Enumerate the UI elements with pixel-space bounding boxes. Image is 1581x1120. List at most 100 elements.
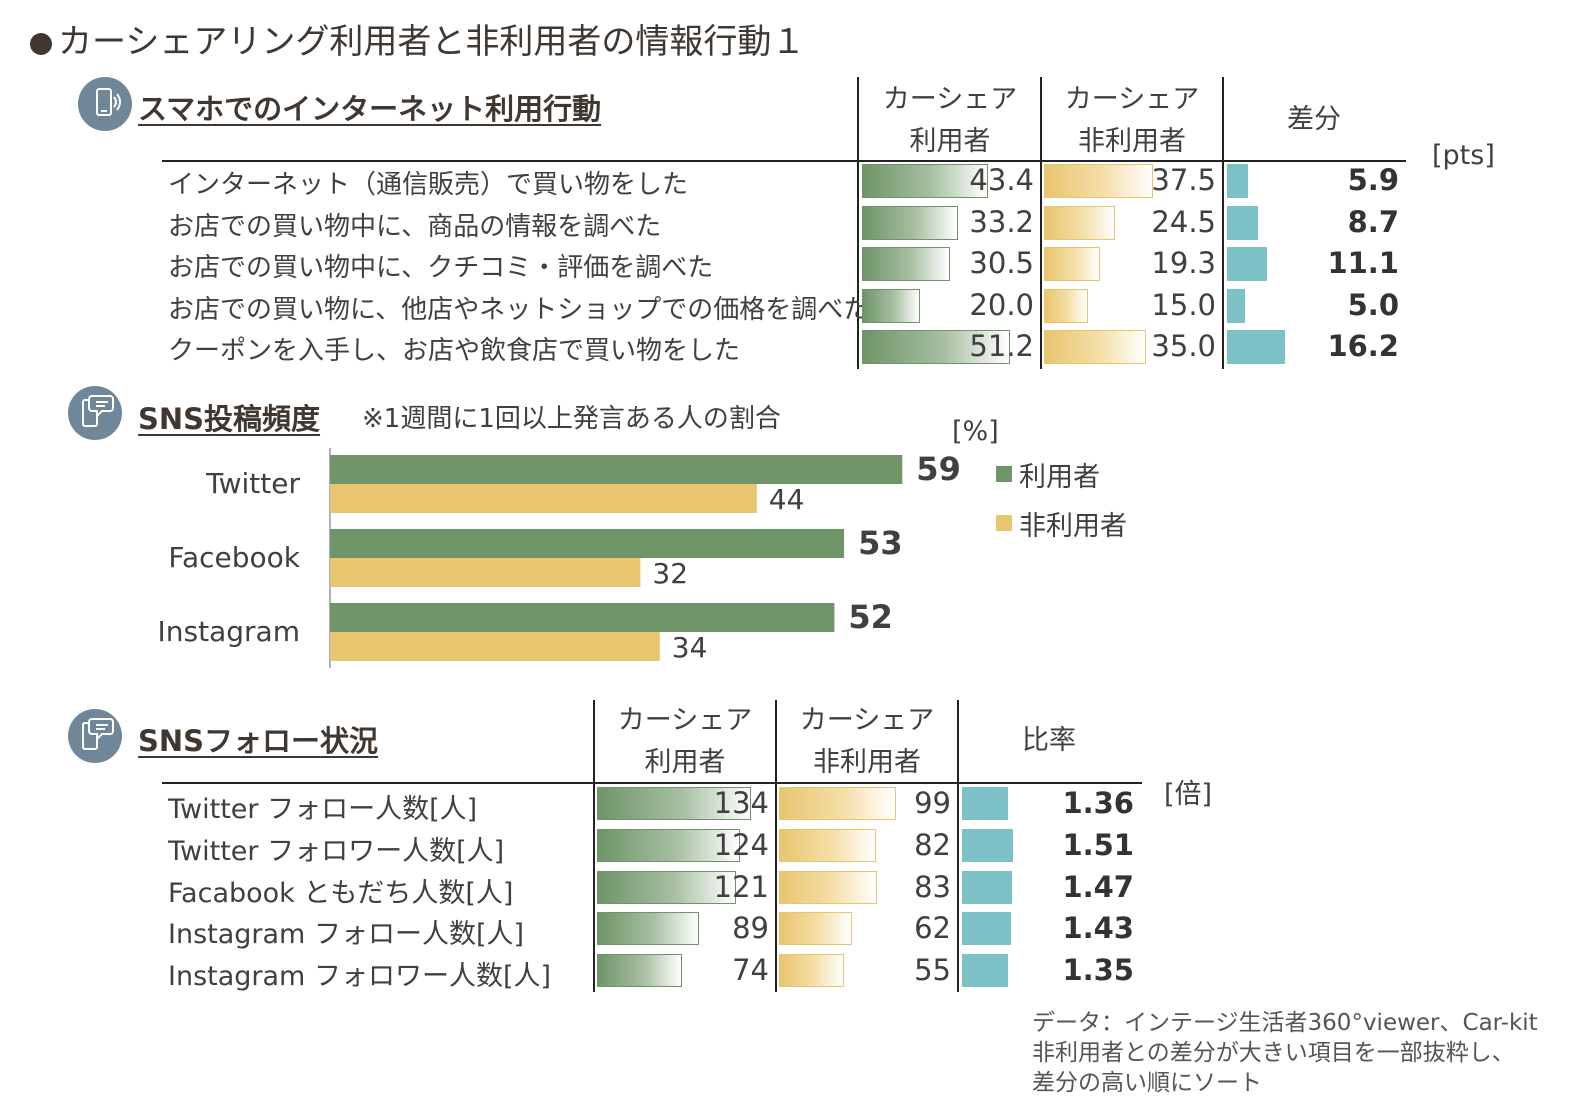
- col-header-user: カーシェア 利用者: [862, 79, 1038, 163]
- nonuser-bar: [1044, 330, 1146, 364]
- table-row-label: お店での買い物に、他店やネットショップでの価格を調べた: [168, 295, 870, 325]
- col-header-line: カーシェア: [617, 705, 753, 736]
- nonuser-bar: [1044, 247, 1100, 281]
- nonuser-bar: [330, 632, 660, 661]
- user-value: 20.0: [969, 288, 1034, 322]
- table-row-label: Twitter フォロワー人数[人]: [168, 836, 505, 867]
- nonuser-data-label: 32: [652, 557, 688, 590]
- user-bar: [862, 289, 920, 323]
- user-value: 33.2: [969, 205, 1034, 239]
- col-header-line: 利用者: [644, 747, 726, 778]
- nonuser-value: 15.0: [1151, 288, 1216, 322]
- category-label: Facebook: [168, 541, 300, 574]
- col-header-line: 利用者: [909, 126, 991, 157]
- diff-bar: [1227, 206, 1259, 240]
- col-header-ratio: 比率: [1022, 725, 1076, 756]
- diff-bar: [1227, 289, 1245, 323]
- column-divider: [1040, 77, 1042, 369]
- ratio-value: 1.35: [1062, 953, 1134, 987]
- chat-phone-icon: [68, 386, 122, 440]
- unit-pts: [pts]: [1432, 140, 1495, 171]
- column-divider: [593, 700, 595, 992]
- diff-value: 8.7: [1347, 205, 1399, 239]
- ratio-value: 1.51: [1062, 828, 1134, 862]
- col-header-diff: 差分: [1287, 104, 1341, 135]
- diff-bar: [1227, 330, 1286, 364]
- table-rule: [162, 160, 1406, 162]
- user-bar: [862, 247, 951, 281]
- ratio-bar: [962, 829, 1014, 862]
- category-label: Instagram: [158, 615, 300, 648]
- user-bar: [597, 787, 752, 820]
- table-row-label: お店での買い物中に、商品の情報を調べた: [168, 212, 662, 242]
- section-title-smartphone: スマホでのインターネット利用行動: [138, 92, 602, 126]
- table-row-label: Facabook ともだち人数[人]: [168, 878, 514, 909]
- ratio-value: 1.47: [1062, 870, 1134, 904]
- nonuser-bar: [779, 912, 853, 945]
- user-bar: [330, 603, 835, 632]
- table-row-label: クーポンを入手し、お店や飲食店で買い物をした: [168, 336, 741, 366]
- col-header-line: カーシェア: [799, 705, 935, 736]
- smartphone-icon: [78, 77, 132, 131]
- table-row-label: インターネット（通信販売）で買い物をした: [168, 170, 689, 200]
- diff-value: 16.2: [1327, 329, 1399, 363]
- col-header-line: 非利用者: [1078, 126, 1186, 157]
- column-divider: [775, 700, 777, 992]
- sns-post-note: ※1週間に1回以上発言ある人の割合: [362, 404, 781, 434]
- diff-value: 5.0: [1347, 288, 1399, 322]
- source-line: 差分の高い順にソート: [1032, 1070, 1262, 1096]
- col-header-nonuser: カーシェア 非利用者: [779, 700, 955, 784]
- nonuser-bar: [330, 558, 641, 587]
- nonuser-value: 19.3: [1151, 246, 1216, 280]
- user-value: 74: [732, 953, 769, 987]
- ratio-bar: [962, 871, 1012, 904]
- column-divider: [857, 77, 859, 369]
- col-header-user: カーシェア 利用者: [597, 700, 773, 784]
- user-bar: [597, 871, 737, 904]
- nonuser-bar: [1044, 289, 1088, 323]
- diff-value: 5.9: [1347, 163, 1399, 197]
- bullet-icon: [30, 32, 52, 55]
- section-title-sns-follow: SNSフォロー状況: [138, 724, 379, 758]
- col-header-line: 非利用者: [813, 747, 921, 778]
- category-label: Twitter: [205, 467, 300, 500]
- user-bar: [330, 529, 845, 558]
- table-row-label: Twitter フォロー人数[人]: [168, 794, 478, 825]
- nonuser-bar: [779, 871, 877, 904]
- diff-bar: [1227, 164, 1249, 198]
- table-row-label: Instagram フォロワー人数[人]: [168, 961, 552, 992]
- user-bar: [597, 954, 683, 987]
- nonuser-bar: [779, 829, 876, 862]
- legend-label-user: 利用者: [1019, 462, 1100, 493]
- ratio-bar: [962, 912, 1011, 945]
- diff-bar: [1227, 247, 1267, 281]
- column-divider: [957, 700, 959, 992]
- user-bar: [862, 330, 1011, 364]
- nonuser-bar: [1044, 206, 1116, 240]
- nonuser-value: 24.5: [1151, 205, 1216, 239]
- nonuser-bar: [330, 484, 757, 513]
- legend-swatch-user: [996, 466, 1012, 482]
- page-title: カーシェアリング利用者と非利用者の情報行動１: [30, 14, 805, 63]
- col-header-line: カーシェア: [882, 84, 1018, 115]
- nonuser-value: 62: [914, 911, 951, 945]
- user-bar: [862, 164, 988, 198]
- nonuser-value: 82: [914, 828, 951, 862]
- nonuser-value: 35.0: [1151, 329, 1216, 363]
- table-row-label: Instagram フォロー人数[人]: [168, 919, 525, 950]
- ratio-value: 1.43: [1062, 911, 1134, 945]
- unit-percent: [%]: [952, 416, 999, 447]
- user-bar: [862, 206, 959, 240]
- user-data-label: 59: [916, 450, 961, 488]
- nonuser-data-label: 34: [672, 631, 708, 664]
- diff-value: 11.1: [1327, 246, 1399, 280]
- nonuser-value: 55: [914, 953, 951, 987]
- user-value: 43.4: [969, 163, 1034, 197]
- user-bar: [597, 912, 700, 945]
- nonuser-bar: [779, 787, 896, 820]
- user-data-label: 52: [848, 598, 893, 636]
- legend-swatch-nonuser: [996, 515, 1012, 531]
- user-value: 134: [713, 786, 769, 820]
- nonuser-data-label: 44: [769, 483, 805, 516]
